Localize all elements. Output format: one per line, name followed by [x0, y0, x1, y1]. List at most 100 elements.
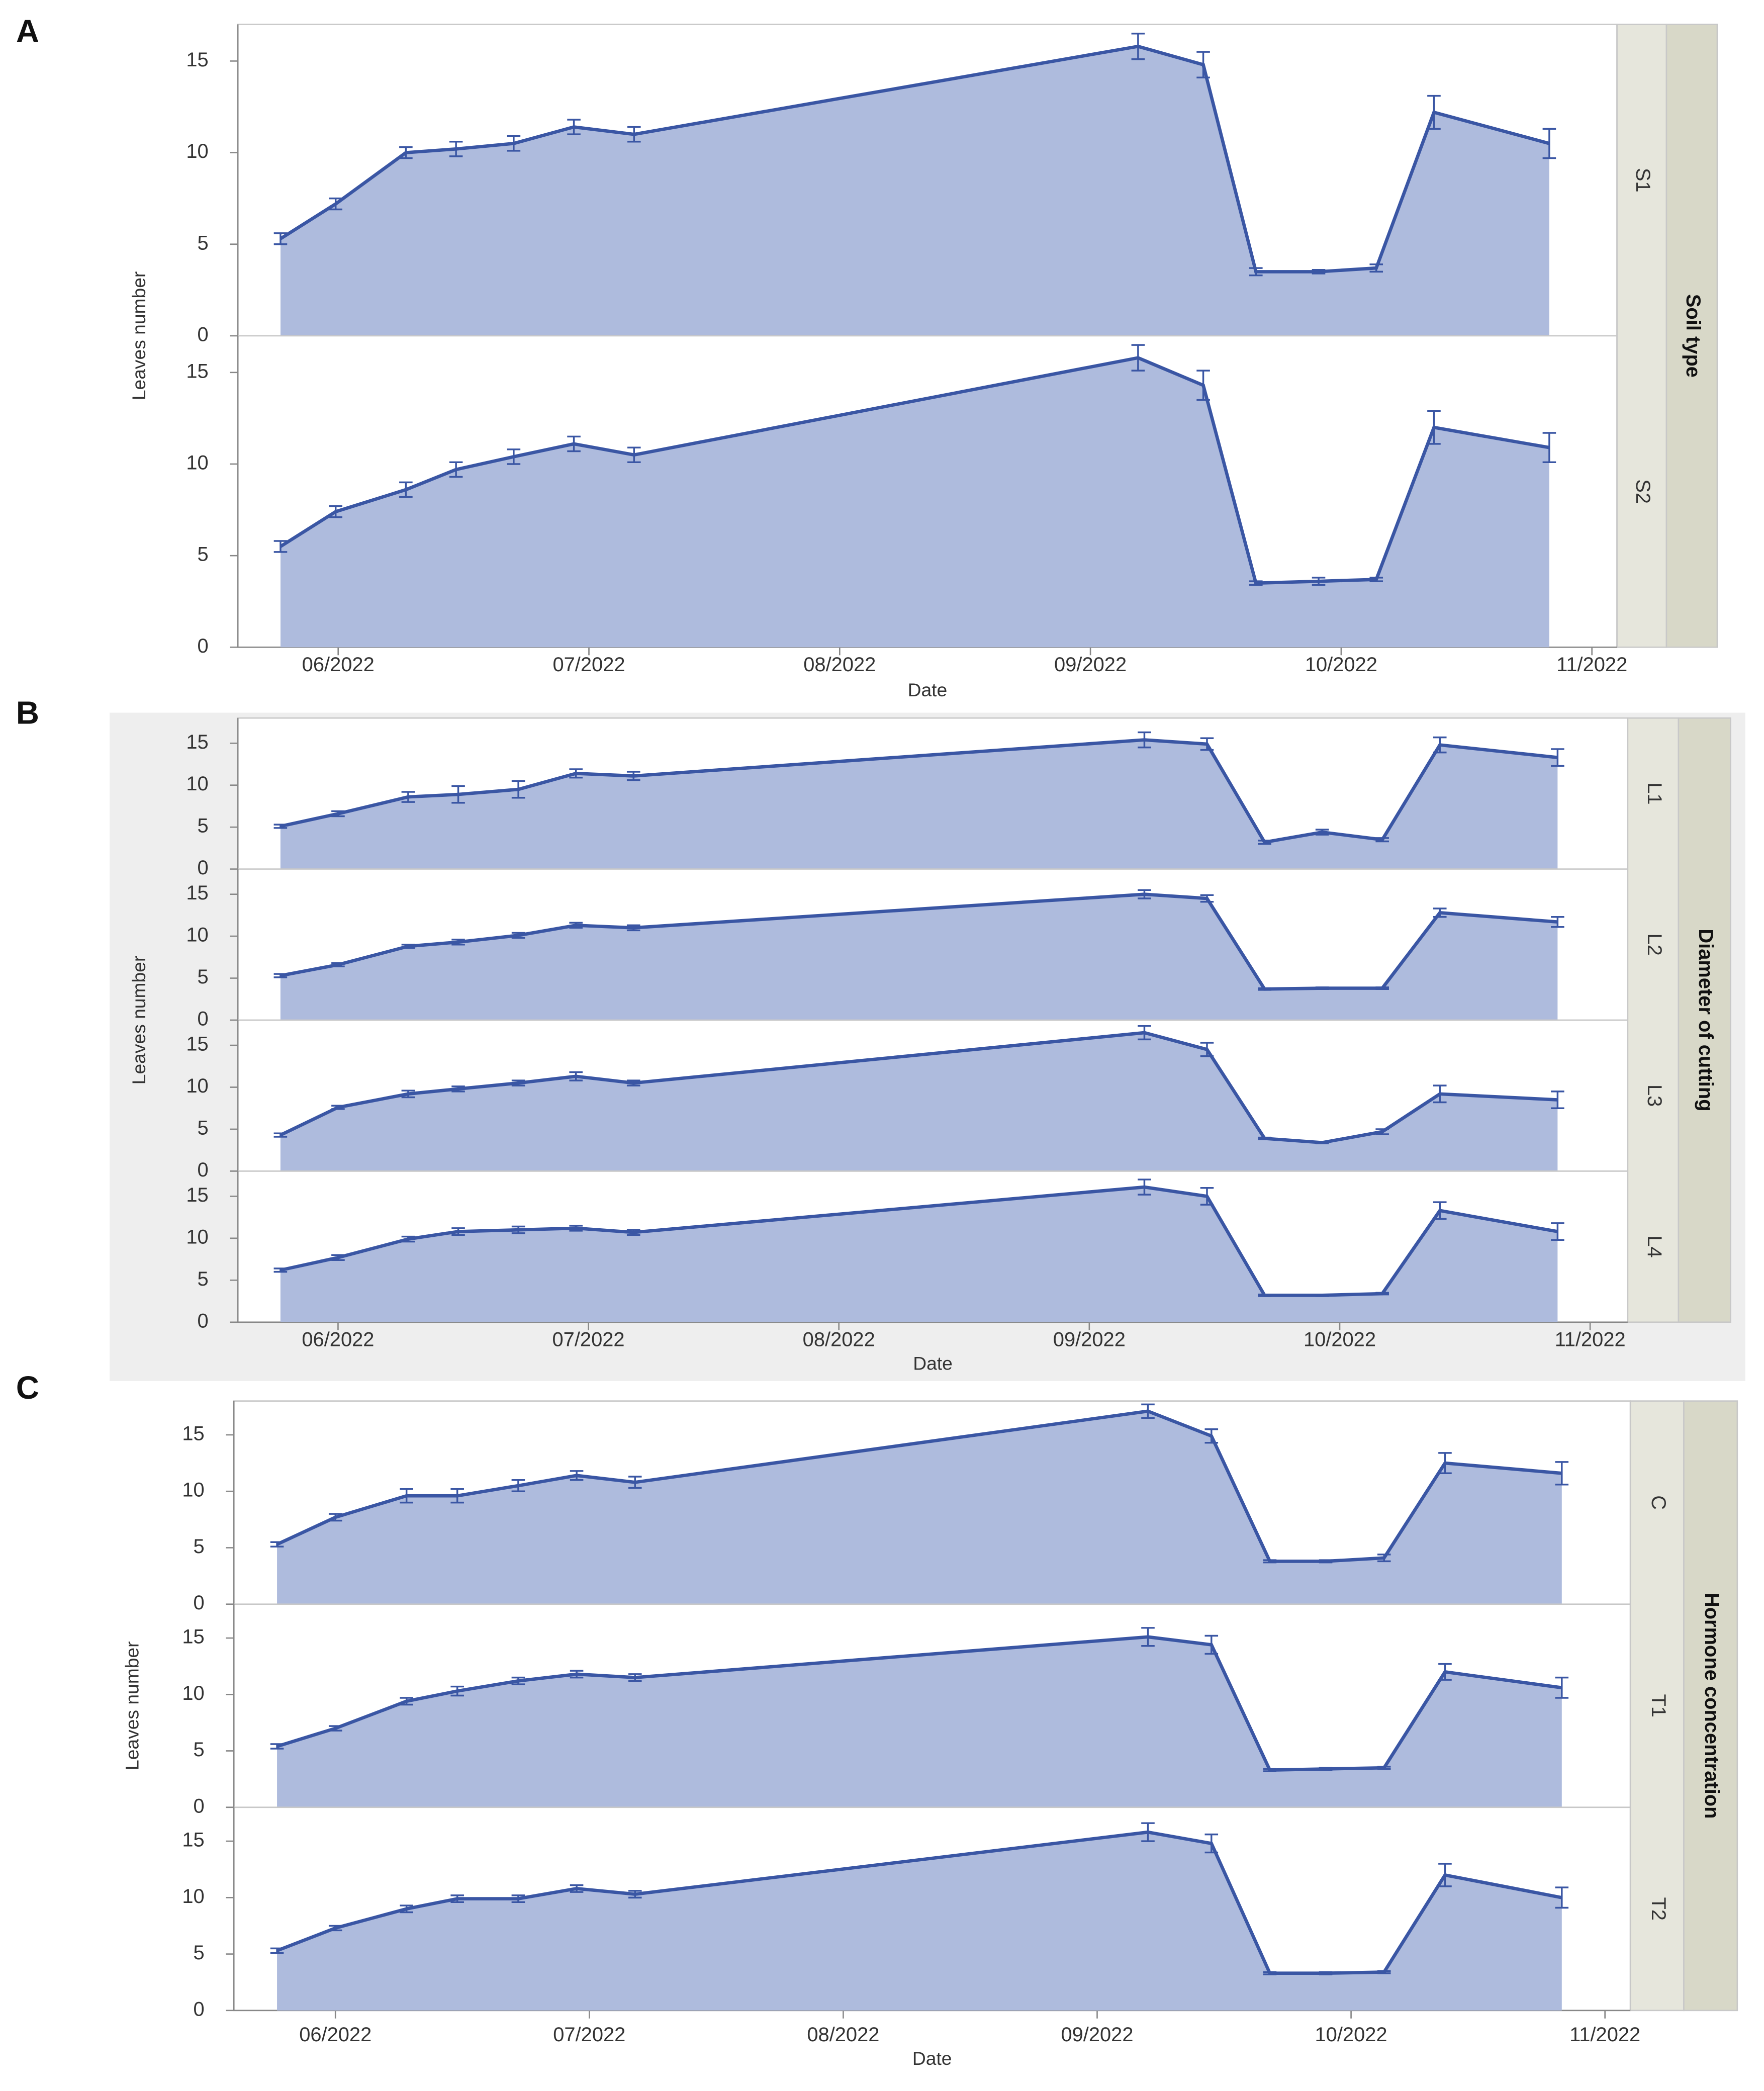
error-bar — [401, 1089, 415, 1099]
area — [280, 1033, 1558, 1171]
error-bar — [507, 135, 521, 152]
y-tick-label: 0 — [198, 1310, 209, 1332]
error-bar — [1438, 1863, 1452, 1887]
error-bar — [569, 1071, 583, 1081]
error-bar — [1319, 1559, 1333, 1564]
error-bar — [400, 1904, 413, 1914]
x-tick-label: 08/2022 — [803, 654, 876, 676]
error-bar — [511, 932, 525, 939]
error-bar — [1138, 889, 1151, 899]
error-bar — [511, 1479, 525, 1492]
line — [280, 356, 1550, 585]
y-tick-label: 15 — [186, 1184, 208, 1206]
y-tick-label: 15 — [186, 1033, 208, 1055]
area — [280, 357, 1549, 648]
error-bar — [511, 1079, 525, 1086]
group-strip — [1678, 717, 1731, 1323]
facet-label: L4 — [1643, 1235, 1665, 1257]
error-bar — [1204, 1833, 1219, 1854]
error-bar — [273, 1267, 288, 1273]
error-bar — [401, 791, 415, 803]
y-tick-label: 0 — [198, 323, 209, 345]
y-tick-label: 15 — [186, 731, 208, 753]
group-title: Diameter of cutting — [1695, 929, 1717, 1111]
y-tick-label: 5 — [198, 966, 209, 988]
y-tick-label: 5 — [194, 1739, 205, 1761]
error-bar — [1200, 1187, 1214, 1206]
line — [280, 892, 1558, 991]
error-bar — [273, 824, 288, 829]
error-bar — [1319, 1971, 1333, 1975]
error-bar — [626, 924, 640, 932]
y-tick-label: 0 — [198, 1008, 209, 1030]
y-tick-label: 15 — [182, 1422, 204, 1444]
line — [276, 1830, 1562, 1975]
error-bar — [1319, 1767, 1333, 1771]
y-tick-label: 0 — [198, 635, 209, 657]
y-tick-label: 0 — [198, 857, 209, 879]
error-bar — [1369, 577, 1383, 582]
facet-label: L1 — [1643, 782, 1665, 804]
x-tick-label: 06/2022 — [302, 1329, 374, 1351]
error-bar — [1141, 1822, 1155, 1842]
error-bar — [1204, 1634, 1219, 1655]
y-tick-label: 15 — [182, 1626, 204, 1648]
y-tick-label: 10 — [182, 1479, 204, 1501]
x-tick-label: 10/2022 — [1305, 654, 1377, 676]
error-bar — [1377, 1554, 1391, 1563]
error-bar — [569, 922, 583, 929]
error-bar — [567, 435, 581, 452]
error-bar — [1138, 731, 1151, 749]
error-bar — [1555, 1461, 1569, 1486]
y-axis-label: Leaves number — [128, 956, 149, 1084]
error-bar — [511, 1676, 525, 1685]
error-bar — [1375, 837, 1389, 843]
y-tick-label: 5 — [198, 232, 209, 254]
error-bar — [1141, 1403, 1155, 1419]
line — [276, 1635, 1562, 1772]
y-tick-label: 15 — [186, 360, 208, 382]
error-bar — [451, 939, 465, 946]
x-tick-label: 08/2022 — [807, 2024, 879, 2046]
area — [277, 1637, 1562, 1807]
facet-label: T1 — [1647, 1694, 1669, 1717]
error-bar — [570, 1470, 584, 1481]
y-tick-label: 10 — [182, 1885, 204, 1907]
x-tick-label: 06/2022 — [302, 654, 375, 676]
error-bar — [450, 1685, 464, 1697]
line — [280, 44, 1550, 274]
y-tick-label: 10 — [186, 1075, 208, 1097]
error-bar — [1200, 894, 1214, 903]
x-tick-label: 11/2022 — [1556, 654, 1627, 676]
x-tick-label: 09/2022 — [1054, 654, 1127, 676]
error-bar — [328, 1925, 342, 1932]
area — [280, 740, 1558, 869]
error-bar — [627, 446, 641, 464]
x-axis-label: Date — [912, 2048, 952, 2069]
error-bar — [450, 1488, 464, 1504]
y-tick-label: 10 — [186, 1226, 208, 1248]
y-tick-label: 10 — [186, 451, 208, 474]
y-tick-label: 10 — [186, 773, 208, 795]
error-bar — [1369, 263, 1383, 273]
x-tick-label: 06/2022 — [299, 2024, 372, 2046]
y-tick-label: 5 — [198, 1117, 209, 1139]
y-tick-label: 0 — [194, 1795, 205, 1817]
area — [277, 1832, 1562, 2011]
x-tick-label: 09/2022 — [1061, 2024, 1133, 2046]
error-bar — [1312, 577, 1326, 586]
error-bar — [400, 1697, 413, 1706]
error-bar — [329, 505, 343, 518]
facet-strip — [1627, 717, 1680, 1323]
error-bar — [1138, 1025, 1151, 1041]
error-bar — [1375, 986, 1389, 990]
error-bar — [1551, 1222, 1564, 1241]
x-tick-label: 08/2022 — [803, 1329, 875, 1351]
panel-label: C — [16, 1370, 39, 1406]
error-bar — [270, 1947, 284, 1954]
error-bar — [1555, 1676, 1569, 1699]
error-bar — [1263, 1768, 1277, 1772]
error-bar — [1433, 736, 1447, 754]
error-bar — [1433, 907, 1447, 918]
